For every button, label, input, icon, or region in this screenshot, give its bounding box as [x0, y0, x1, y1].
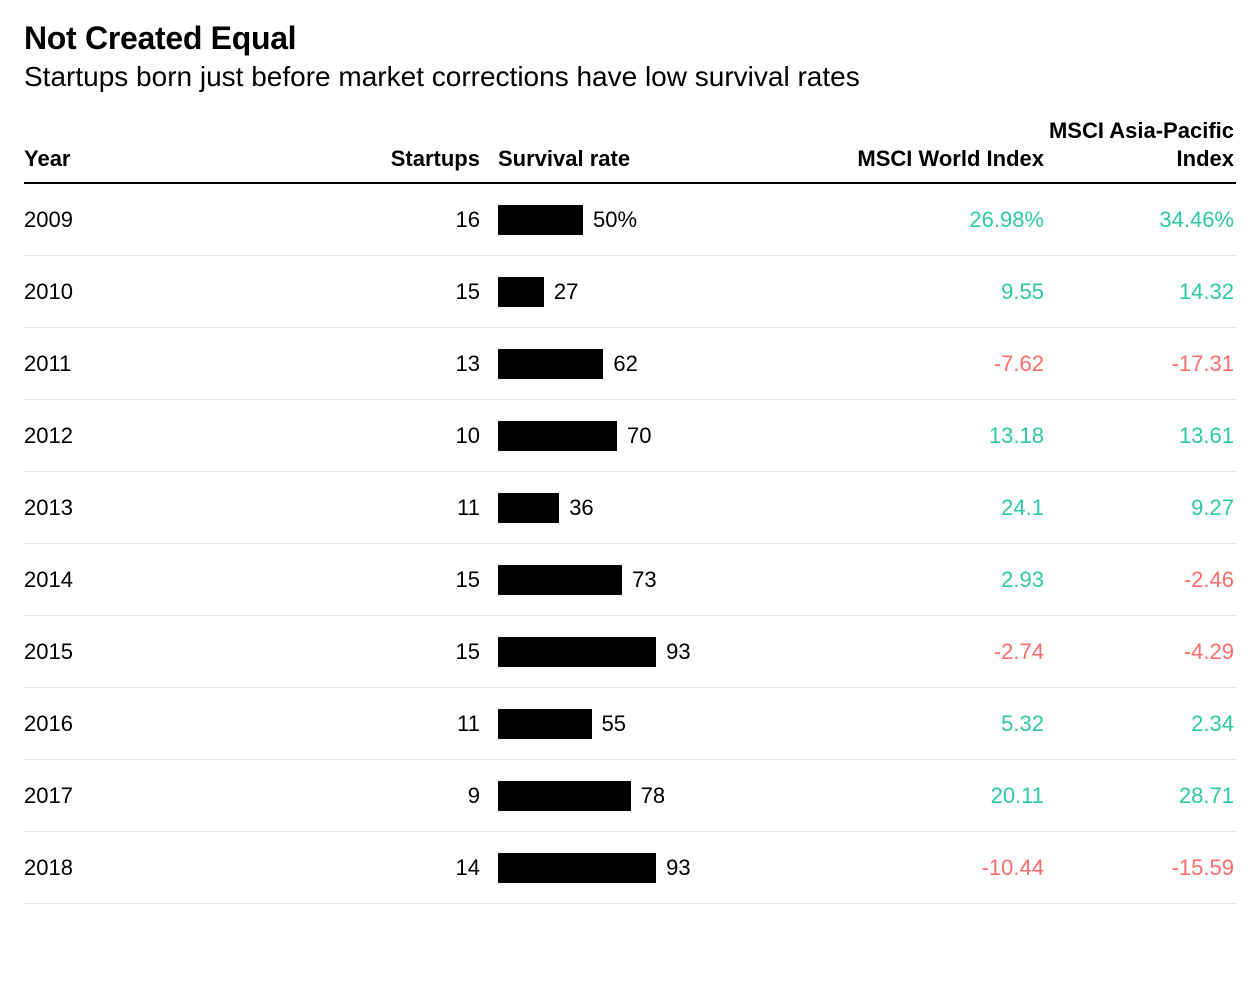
cell-startups: 11: [374, 495, 494, 521]
cell-year: 2009: [24, 207, 374, 233]
cell-msci-asia: -2.46: [1044, 567, 1234, 593]
survival-bar: [498, 493, 559, 523]
cell-startups: 11: [374, 711, 494, 737]
data-table: Year Startups Survival rate MSCI World I…: [24, 117, 1236, 904]
cell-msci-world: 2.93: [834, 567, 1044, 593]
cell-startups: 15: [374, 279, 494, 305]
col-header-startups: Startups: [374, 145, 494, 173]
survival-bar: [498, 637, 656, 667]
survival-bar-label: 55: [602, 711, 626, 737]
cell-survival: 55: [494, 709, 834, 739]
chart-subtitle: Startups born just before market correct…: [24, 61, 1236, 93]
cell-year: 2012: [24, 423, 374, 449]
survival-bar-label: 27: [554, 279, 578, 305]
cell-msci-world: 24.1: [834, 495, 1044, 521]
cell-year: 2010: [24, 279, 374, 305]
cell-startups: 10: [374, 423, 494, 449]
cell-msci-world: 26.98%: [834, 207, 1044, 233]
cell-year: 2018: [24, 855, 374, 881]
cell-msci-world: -7.62: [834, 351, 1044, 377]
cell-msci-asia: -15.59: [1044, 855, 1234, 881]
cell-startups: 9: [374, 783, 494, 809]
cell-year: 2013: [24, 495, 374, 521]
table-row: 200916 50% 26.98%34.46%: [24, 184, 1236, 256]
cell-msci-asia: 2.34: [1044, 711, 1234, 737]
survival-bar: [498, 709, 592, 739]
cell-survival: 93: [494, 853, 834, 883]
cell-survival: 93: [494, 637, 834, 667]
survival-bar-label: 36: [569, 495, 593, 521]
table-row: 201311 36 24.19.27: [24, 472, 1236, 544]
survival-bar: [498, 421, 617, 451]
cell-year: 2016: [24, 711, 374, 737]
col-header-survival: Survival rate: [494, 145, 834, 173]
table-row: 201015 27 9.5514.32: [24, 256, 1236, 328]
survival-bar-label: 62: [613, 351, 637, 377]
survival-bar-label: 73: [632, 567, 656, 593]
cell-msci-asia: -17.31: [1044, 351, 1234, 377]
col-header-asia-index: MSCI Asia-Pacific Index: [1044, 117, 1234, 172]
cell-survival: 70: [494, 421, 834, 451]
table-row: 201515 93 -2.74-4.29: [24, 616, 1236, 688]
cell-year: 2011: [24, 351, 374, 377]
chart-title: Not Created Equal: [24, 20, 1236, 57]
survival-bar: [498, 781, 631, 811]
col-header-world-index: MSCI World Index: [834, 145, 1044, 173]
table-row: 201611 55 5.322.34: [24, 688, 1236, 760]
cell-msci-world: 5.32: [834, 711, 1044, 737]
survival-bar-label: 93: [666, 855, 690, 881]
col-header-year: Year: [24, 145, 374, 173]
cell-survival: 62: [494, 349, 834, 379]
survival-bar: [498, 565, 622, 595]
table-row: 20179 78 20.1128.71: [24, 760, 1236, 832]
cell-msci-world: 20.11: [834, 783, 1044, 809]
cell-startups: 15: [374, 567, 494, 593]
cell-startups: 15: [374, 639, 494, 665]
table-row: 201814 93 -10.44-15.59: [24, 832, 1236, 904]
cell-startups: 13: [374, 351, 494, 377]
cell-msci-world: -10.44: [834, 855, 1044, 881]
survival-bar-label: 93: [666, 639, 690, 665]
cell-survival: 50%: [494, 205, 834, 235]
table-row: 201210 70 13.1813.61: [24, 400, 1236, 472]
cell-survival: 73: [494, 565, 834, 595]
cell-year: 2014: [24, 567, 374, 593]
cell-startups: 14: [374, 855, 494, 881]
cell-year: 2017: [24, 783, 374, 809]
cell-year: 2015: [24, 639, 374, 665]
cell-msci-world: -2.74: [834, 639, 1044, 665]
cell-msci-asia: 34.46%: [1044, 207, 1234, 233]
cell-survival: 78: [494, 781, 834, 811]
cell-msci-world: 9.55: [834, 279, 1044, 305]
table-row: 201415 73 2.93-2.46: [24, 544, 1236, 616]
survival-bar-label: 50%: [593, 207, 637, 233]
cell-msci-asia: 28.71: [1044, 783, 1234, 809]
cell-msci-asia: -4.29: [1044, 639, 1234, 665]
table-header-row: Year Startups Survival rate MSCI World I…: [24, 117, 1236, 184]
survival-bar-label: 78: [641, 783, 665, 809]
cell-msci-asia: 14.32: [1044, 279, 1234, 305]
table-row: 201113 62 -7.62-17.31: [24, 328, 1236, 400]
survival-bar: [498, 349, 603, 379]
cell-survival: 36: [494, 493, 834, 523]
survival-bar: [498, 853, 656, 883]
cell-survival: 27: [494, 277, 834, 307]
cell-msci-asia: 13.61: [1044, 423, 1234, 449]
cell-msci-world: 13.18: [834, 423, 1044, 449]
cell-msci-asia: 9.27: [1044, 495, 1234, 521]
cell-startups: 16: [374, 207, 494, 233]
table-body: 20091650%26.98%34.46%201015279.5514.3220…: [24, 184, 1236, 904]
survival-bar-label: 70: [627, 423, 651, 449]
survival-bar: [498, 277, 544, 307]
survival-bar: [498, 205, 583, 235]
